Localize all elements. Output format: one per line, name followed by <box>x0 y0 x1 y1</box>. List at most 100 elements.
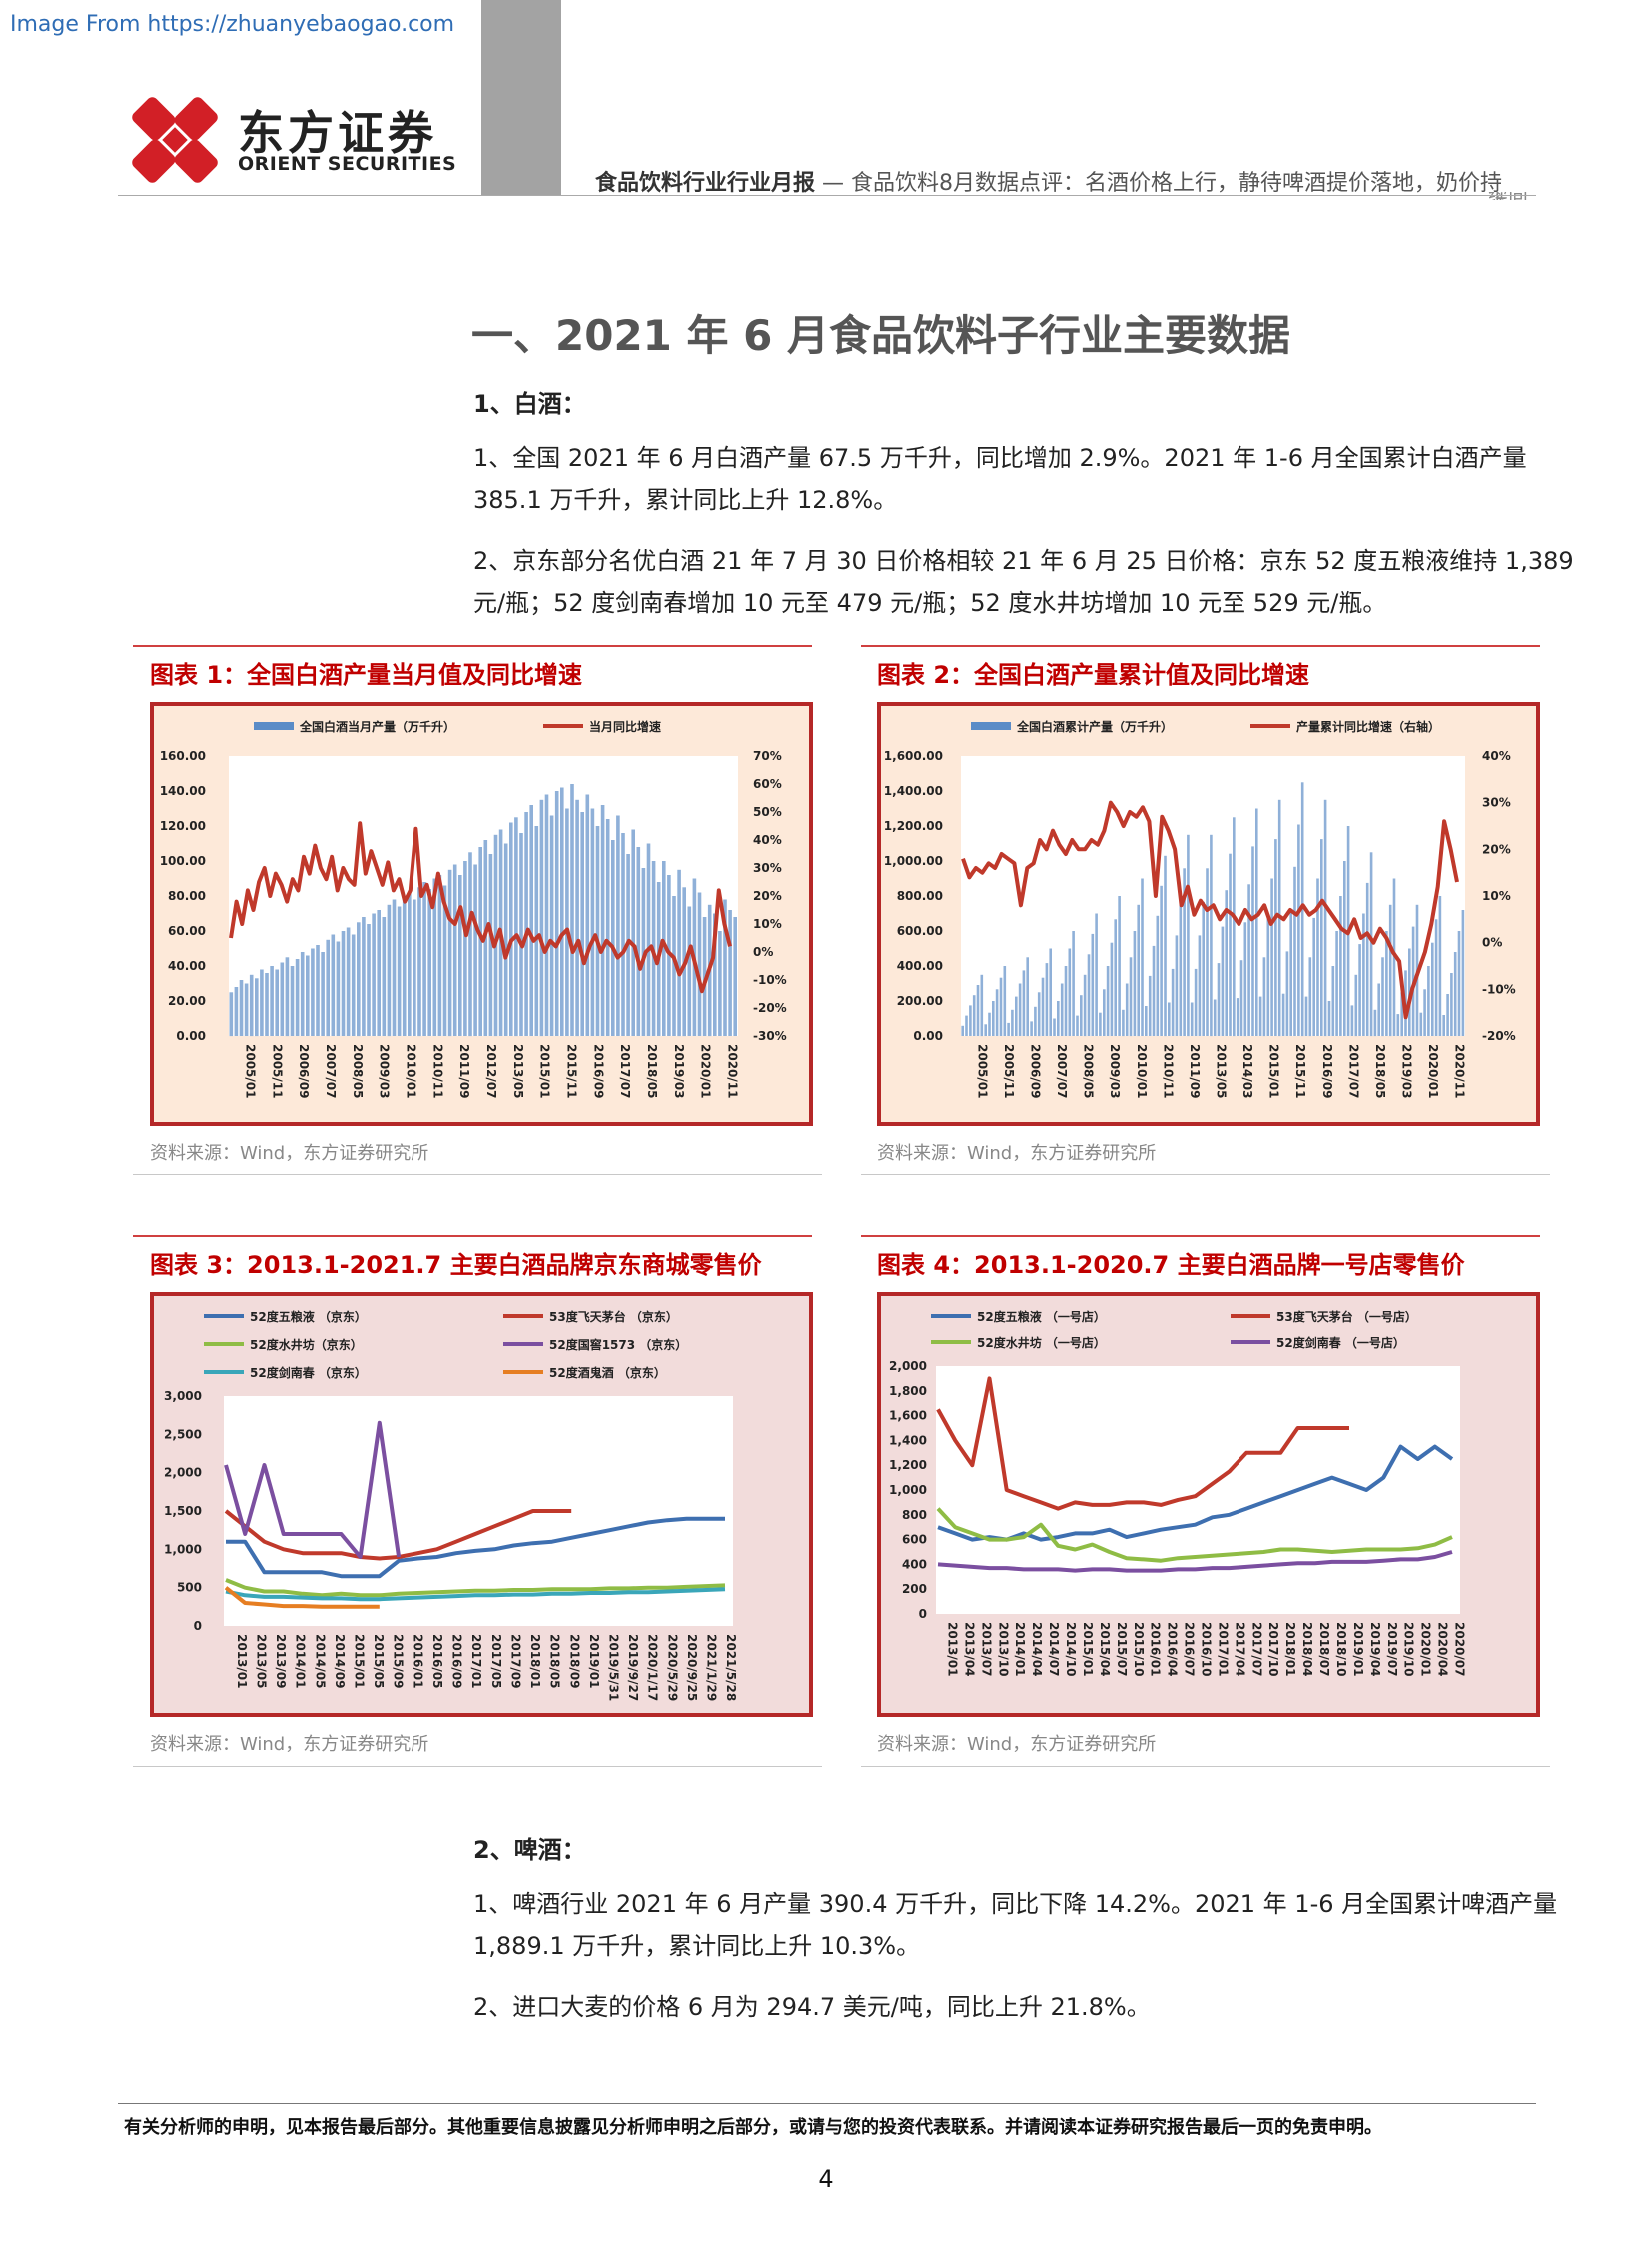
fig2-bar <box>1365 882 1369 1036</box>
fig3-x-tick: 2021/5/28 <box>724 1634 738 1701</box>
fig4-bottom-rule <box>861 1766 1550 1767</box>
fig2-bar <box>1141 878 1144 1036</box>
fig1-bar <box>458 875 462 1036</box>
fig1-bar <box>549 815 554 1036</box>
fig2-x-tick: 2019/03 <box>1400 1044 1414 1098</box>
fig2-bar <box>1057 1001 1060 1036</box>
fig2-legend-bar-swatch <box>971 722 1011 730</box>
fig2-bar <box>1350 1005 1354 1036</box>
footer-divider <box>118 2103 1536 2104</box>
fig4-y-tick: 400 <box>902 1557 927 1571</box>
fig2-bar <box>1018 983 1022 1036</box>
fig1-bar <box>229 992 234 1037</box>
fig2-bar <box>1194 968 1198 1036</box>
fig1-bar <box>468 852 472 1037</box>
page-number: 4 <box>818 2165 834 2193</box>
fig2-x-tick: 2020/11 <box>1453 1044 1467 1098</box>
fig2-bar <box>1400 992 1403 1037</box>
fig1-y-left-tick: 80.00 <box>168 889 206 903</box>
footer-disclaimer: 有关分析师的申明，见本报告最后部分。其他重要信息披露见分析师申明之后部分，或请与… <box>124 2117 1382 2138</box>
fig4-x-tick: 2013/07 <box>979 1622 993 1676</box>
fig1-bar <box>255 978 259 1037</box>
fig2-bar <box>1285 951 1289 1036</box>
fig3-x-tick: 2014/09 <box>333 1634 347 1688</box>
fig1-bar <box>713 913 717 1036</box>
fig1-bar <box>600 805 605 1036</box>
fig1-y-left-tick: 40.00 <box>168 959 206 973</box>
fig2-y-right-tick: -10% <box>1482 982 1516 996</box>
fig2-bar <box>1026 957 1029 1037</box>
fig2-bar <box>1304 996 1308 1036</box>
fig2-bar <box>1362 913 1365 1036</box>
fig4-x-tick: 2016/07 <box>1183 1622 1197 1676</box>
fig1-bar <box>636 847 641 1036</box>
fig1-x-tick: 2015/11 <box>565 1044 579 1098</box>
fig1-bar <box>672 896 676 1036</box>
fig4-x-tick: 2019/10 <box>1402 1622 1416 1676</box>
fig1-bar <box>413 899 416 1036</box>
fig2-bar <box>1461 910 1465 1036</box>
fig2-bar <box>1015 996 1018 1036</box>
fig2-bar <box>1076 1015 1079 1036</box>
beer-heading: 2、啤酒： <box>473 1836 586 1864</box>
fig1-bar <box>534 826 539 1036</box>
fig3-top-rule <box>133 1235 812 1237</box>
fig1-bar <box>377 910 381 1036</box>
fig1-bar <box>326 939 330 1037</box>
orient-logo-icon <box>132 97 218 183</box>
fig2-bar <box>1339 896 1342 1036</box>
fig3-x-tick: 2014/01 <box>294 1634 308 1688</box>
fig1-x-tick: 2006/09 <box>297 1044 311 1098</box>
fig4-x-tick: 2016/10 <box>1200 1622 1214 1676</box>
fig3-x-tick: 2014/05 <box>313 1634 327 1688</box>
fig4-legend-item: 52度剑南春 （一号店） <box>1276 1335 1405 1350</box>
fig1-bar <box>249 974 254 1037</box>
fig3-title: 图表 3：2013.1-2021.7 主要白酒品牌京东商城零售价 <box>150 1251 762 1279</box>
fig4-x-tick: 2018/04 <box>1300 1622 1314 1676</box>
fig2-y-right-tick: 20% <box>1482 842 1511 856</box>
fig1-bottom-rule <box>133 1174 822 1175</box>
fig3-x-tick: 2021/1/29 <box>705 1634 719 1701</box>
fig3-bottom-rule <box>133 1766 822 1767</box>
fig3-x-tick: 2016/05 <box>430 1634 444 1688</box>
fig1-y-right-tick: -20% <box>753 1001 787 1015</box>
fig2-bar <box>1312 917 1315 1036</box>
report-header: 食品饮料行业行业月报 — 食品饮料8月数据点评：名酒价格上行，静待啤酒提价落地，… <box>595 165 1502 197</box>
fig1-bar <box>346 927 351 1036</box>
fig2-x-tick: 2005/01 <box>975 1044 989 1098</box>
fig1-x-tick: 2008/05 <box>351 1044 365 1098</box>
fig2-bar <box>961 1025 964 1036</box>
fig1-x-tick: 2016/09 <box>591 1044 605 1098</box>
fig3-x-tick: 2016/01 <box>411 1634 424 1688</box>
fig1-x-tick: 2010/11 <box>430 1044 444 1098</box>
fig2-bar <box>1168 1002 1171 1036</box>
fig3-series-line <box>225 1578 726 1598</box>
fig1-bar <box>427 889 431 1036</box>
fig2-x-tick: 2018/05 <box>1373 1044 1387 1098</box>
fig4-legend-item: 52度水井坊 （一号店） <box>977 1335 1106 1350</box>
fig2-bar <box>1156 915 1160 1036</box>
fig1-bar <box>723 899 727 1036</box>
fig3-y-tick: 1,000 <box>164 1542 202 1556</box>
fig2-y-left-tick: 800.00 <box>897 889 943 903</box>
fig3-x-tick: 2015/05 <box>372 1634 386 1688</box>
fig4-y-tick: 2,000 <box>889 1359 927 1373</box>
fig1-x-tick: 2020/01 <box>699 1044 713 1098</box>
fig2-bar <box>999 977 1003 1036</box>
fig1-top-rule <box>133 645 812 647</box>
fig1-bar <box>295 959 300 1036</box>
fig2-bar <box>1137 904 1140 1037</box>
fig2-bar <box>1129 957 1133 1037</box>
fig4-series-line <box>937 1550 1453 1573</box>
fig3-series-line <box>224 1420 402 1559</box>
fig2-y-left-tick: 1,600.00 <box>884 749 943 763</box>
fig1-chart-frame: 全国白酒当月产量（万千升） 当月同比增速 160.00 140.00 120.00 100… <box>150 702 813 1126</box>
fig2-bar <box>1423 989 1426 1036</box>
fig4-legend-item: 52度五粮液 （一号店） <box>977 1309 1106 1324</box>
fig4-x-tick: 2014/01 <box>1013 1622 1027 1676</box>
fig4-y-tick: 200 <box>902 1582 927 1596</box>
fig1-bar <box>382 917 387 1036</box>
fig1-bar <box>560 787 564 1036</box>
fig2-bar <box>992 1001 995 1036</box>
fig1-bar <box>677 869 681 1037</box>
